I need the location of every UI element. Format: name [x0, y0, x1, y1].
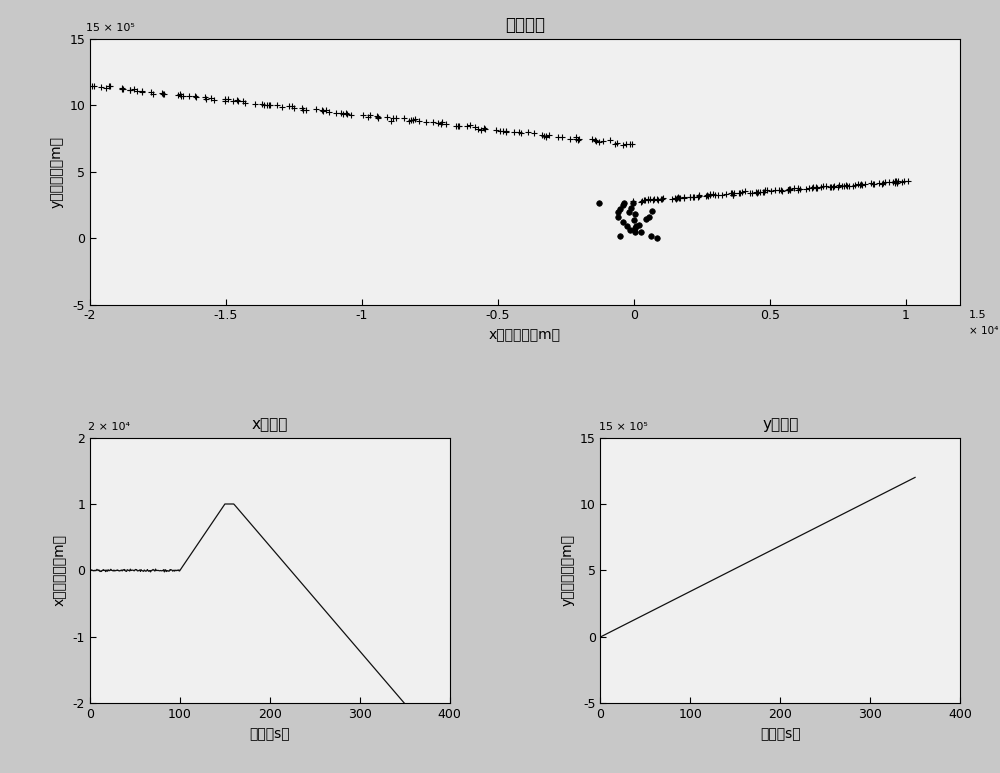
Text: 15 × 10⁵: 15 × 10⁵ [86, 23, 134, 33]
Y-axis label: x轴位置／（m）: x轴位置／（m） [53, 534, 67, 607]
X-axis label: 时间（s）: 时间（s） [760, 727, 801, 741]
Text: × 10⁴: × 10⁴ [969, 326, 998, 335]
Text: 1.5: 1.5 [969, 310, 986, 320]
Text: 2 × 10⁴: 2 × 10⁴ [88, 422, 130, 432]
Title: y轴轨迹: y轴轨迹 [762, 417, 798, 432]
Title: x轴轨迹: x轴轨迹 [252, 417, 288, 432]
Y-axis label: y轴位置／（m）: y轴位置／（m） [560, 534, 574, 607]
Title: 原始轨迹: 原始轨迹 [505, 16, 545, 34]
Y-axis label: y轴位置／（m）: y轴位置／（m） [50, 135, 64, 208]
Text: 15 × 10⁵: 15 × 10⁵ [599, 422, 647, 432]
X-axis label: 时间（s）: 时间（s） [249, 727, 290, 741]
X-axis label: x轴位置／（m）: x轴位置／（m） [489, 328, 561, 342]
